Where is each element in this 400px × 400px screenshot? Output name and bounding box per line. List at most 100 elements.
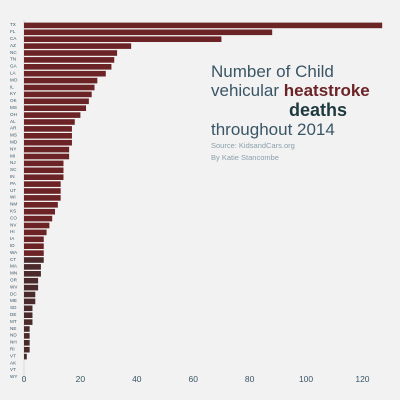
category-label: KY: [10, 91, 16, 96]
category-label: NM: [10, 202, 17, 207]
category-label: MN: [10, 271, 17, 276]
category-label: MS: [10, 133, 17, 138]
bar: [24, 202, 58, 208]
bar: [24, 64, 112, 70]
chart-title-line4: throughout 2014: [211, 120, 335, 140]
bar: [24, 243, 44, 249]
category-label: DE: [10, 312, 16, 317]
category-label: FL: [10, 29, 16, 34]
chart-title-line1: Number of Child: [211, 62, 334, 81]
category-label: HI: [10, 229, 15, 234]
category-label: LA: [10, 71, 17, 76]
bar: [24, 98, 89, 105]
category-label: CO: [10, 215, 17, 220]
bar: [24, 105, 87, 111]
category-label: WV: [10, 284, 18, 289]
bar: [24, 312, 33, 318]
category-label: KS: [10, 209, 16, 214]
bar: [24, 126, 72, 132]
category-label: CT: [10, 257, 16, 262]
chart-title-block: Number of Child vehicular heatstroke dea…: [211, 62, 391, 163]
category-label: ID: [10, 243, 15, 248]
category-label: MA: [10, 264, 18, 269]
chart-title-line2: vehicular heatstroke: [211, 81, 391, 100]
category-label: ND: [10, 333, 17, 338]
bar: [24, 146, 70, 153]
bar: [24, 91, 92, 98]
bar: [24, 333, 30, 339]
category-label: WY: [10, 374, 17, 379]
bar: [24, 236, 44, 243]
bar: [24, 57, 115, 63]
category-label: NY: [10, 146, 16, 151]
category-label: ME: [10, 298, 17, 303]
category-label: NC: [10, 50, 17, 55]
bar: [24, 195, 61, 201]
category-label: OR: [10, 278, 18, 283]
bar: [24, 291, 36, 298]
bar: [24, 181, 61, 187]
bar: [24, 264, 41, 270]
category-label: NH: [10, 340, 17, 345]
bar: [24, 188, 61, 194]
category-label: WA: [10, 250, 18, 255]
category-label: GA: [10, 64, 18, 69]
bar: [24, 167, 64, 174]
bar: [24, 208, 56, 215]
category-label: VT: [10, 353, 16, 358]
category-label: NJ: [10, 160, 16, 165]
category-label: IA: [10, 236, 15, 241]
category-label: MI: [10, 153, 15, 158]
bar: [24, 22, 383, 29]
bar: [24, 153, 70, 160]
chart-source: Source: KidsandCars.org: [211, 141, 295, 151]
bar: [24, 277, 39, 284]
category-label: RI: [10, 347, 15, 352]
x-tick-label: 120: [355, 374, 369, 384]
bar: [24, 340, 30, 346]
category-label: NE: [10, 326, 16, 331]
category-label: UT: [10, 188, 16, 193]
chart-title-line2-prefix: vehicular: [211, 81, 284, 101]
bar: [24, 271, 41, 277]
bar: [24, 43, 132, 49]
bar: [24, 139, 72, 146]
category-label: IL: [10, 84, 14, 89]
bar: [24, 305, 33, 312]
bar: [24, 284, 39, 291]
bar: [24, 229, 47, 236]
bar: [24, 70, 106, 77]
bar: [24, 257, 44, 263]
bar: [24, 326, 30, 332]
x-tick-label: 40: [132, 374, 142, 384]
bar: [24, 29, 273, 36]
bar: [24, 77, 98, 84]
bar: [24, 250, 44, 256]
bar: [24, 36, 222, 42]
category-label: AZ: [10, 43, 16, 48]
chart-title-accent2: deaths: [289, 100, 348, 121]
category-label: SC: [10, 167, 17, 172]
category-label: MS: [10, 105, 17, 110]
bar: [24, 353, 27, 360]
bar: [24, 319, 33, 325]
bar: [24, 298, 36, 305]
category-label: AL: [10, 119, 16, 124]
x-tick-label: 0: [22, 374, 27, 384]
category-label: MO: [10, 77, 18, 82]
chart-author: By Katie Stancombe: [211, 153, 279, 162]
category-label: VT: [10, 367, 16, 372]
category-label: SD: [10, 305, 17, 310]
category-label: AK: [10, 360, 17, 365]
category-label: AR: [10, 126, 17, 131]
bar: [24, 50, 118, 56]
bar: [24, 112, 81, 118]
bar: [24, 84, 95, 91]
category-label: IN: [10, 174, 15, 179]
category-label: TX: [10, 22, 16, 27]
category-label: WI: [10, 195, 16, 200]
category-label: TN: [10, 57, 16, 62]
bar: [24, 222, 50, 229]
x-tick-label: 80: [245, 374, 255, 384]
